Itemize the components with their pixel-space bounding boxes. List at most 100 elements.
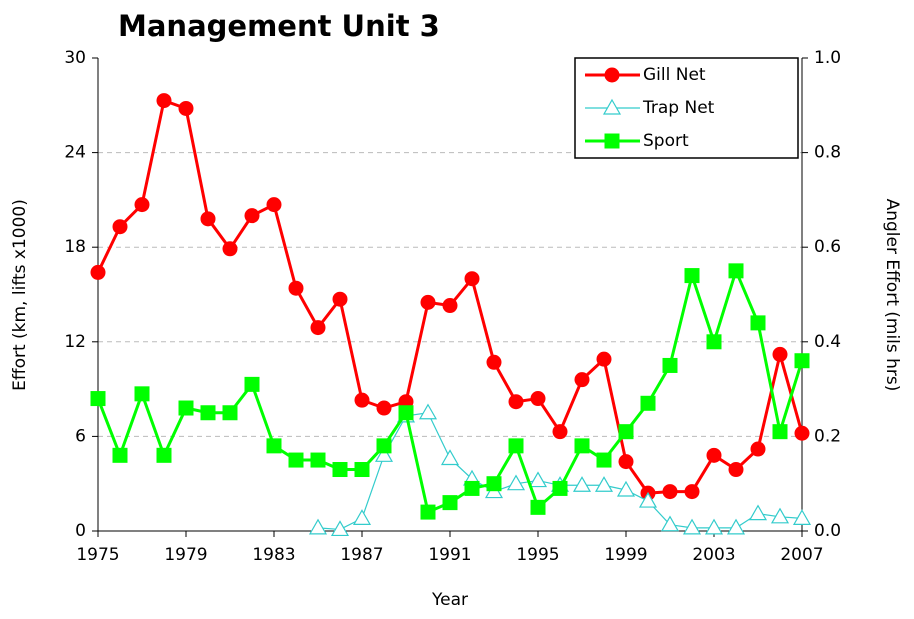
point bbox=[794, 425, 810, 441]
point bbox=[420, 504, 436, 520]
point bbox=[486, 354, 502, 370]
point bbox=[574, 438, 590, 454]
point bbox=[134, 197, 150, 213]
point bbox=[222, 241, 238, 257]
point bbox=[266, 438, 282, 454]
point bbox=[330, 520, 350, 537]
point bbox=[682, 518, 702, 535]
point bbox=[530, 391, 546, 407]
point bbox=[352, 509, 372, 525]
point bbox=[310, 320, 326, 336]
point bbox=[486, 476, 502, 492]
x-tick-label: 1991 bbox=[428, 545, 471, 565]
point bbox=[684, 484, 700, 500]
point bbox=[706, 447, 722, 463]
legend-marker bbox=[602, 98, 622, 115]
y-axis-label: Effort (km, lifts x1000) bbox=[10, 199, 30, 391]
legend-marker bbox=[604, 67, 620, 83]
legend-marker bbox=[604, 133, 620, 149]
point bbox=[156, 93, 172, 109]
point bbox=[200, 405, 216, 421]
point bbox=[792, 509, 812, 525]
point bbox=[134, 386, 150, 402]
point bbox=[266, 197, 282, 213]
chart-title: Management Unit 3 bbox=[118, 9, 440, 43]
point bbox=[398, 405, 414, 421]
x-tick-label: 1987 bbox=[340, 545, 383, 565]
point bbox=[772, 346, 788, 362]
point bbox=[728, 462, 744, 478]
x-tick-label: 1983 bbox=[252, 545, 295, 565]
x-tick-label: 1995 bbox=[516, 545, 559, 565]
point bbox=[750, 441, 766, 457]
point bbox=[288, 280, 304, 296]
point bbox=[90, 391, 106, 407]
point bbox=[354, 392, 370, 408]
point bbox=[244, 376, 260, 392]
point bbox=[618, 454, 634, 470]
point bbox=[508, 438, 524, 454]
y2-tick-label: 0.4 bbox=[814, 332, 841, 352]
series-line bbox=[96, 98, 804, 495]
point bbox=[552, 424, 568, 440]
point bbox=[596, 452, 612, 468]
point bbox=[660, 515, 680, 532]
point bbox=[288, 452, 304, 468]
y-tick-label: 0 bbox=[75, 521, 86, 541]
point bbox=[748, 504, 768, 521]
point bbox=[770, 507, 790, 524]
point bbox=[376, 438, 392, 454]
point bbox=[442, 298, 458, 314]
x-axis-label: Year bbox=[431, 590, 468, 610]
point bbox=[508, 394, 524, 410]
legend-label: Trap Net bbox=[642, 98, 715, 118]
x-tick-label: 1975 bbox=[76, 545, 119, 565]
point bbox=[332, 462, 348, 478]
y2-tick-label: 1.0 bbox=[814, 48, 841, 68]
point bbox=[594, 476, 614, 492]
point bbox=[112, 219, 128, 235]
y2-tick-label: 0.6 bbox=[814, 237, 841, 257]
point bbox=[90, 264, 106, 280]
point bbox=[572, 476, 592, 492]
x-tick-label: 1999 bbox=[604, 545, 647, 565]
x-tick-label: 2003 bbox=[692, 545, 735, 565]
point bbox=[528, 471, 548, 488]
point bbox=[506, 474, 526, 491]
legend-label: Gill Net bbox=[643, 65, 706, 85]
point bbox=[750, 315, 766, 331]
point bbox=[794, 353, 810, 369]
y-tick-label: 24 bbox=[64, 143, 86, 163]
point bbox=[418, 403, 438, 420]
legend-label: Sport bbox=[643, 131, 689, 151]
point bbox=[178, 100, 194, 116]
point bbox=[728, 263, 744, 279]
point bbox=[374, 446, 394, 462]
point bbox=[618, 424, 634, 440]
point bbox=[596, 351, 612, 367]
point bbox=[704, 518, 724, 535]
point bbox=[574, 372, 590, 388]
y-tick-label: 30 bbox=[64, 48, 86, 68]
point bbox=[244, 208, 260, 224]
point bbox=[552, 480, 568, 496]
y2-tick-label: 0.8 bbox=[814, 143, 841, 163]
point bbox=[442, 495, 458, 511]
y2-tick-label: 0.0 bbox=[814, 521, 841, 541]
point bbox=[464, 480, 480, 496]
point bbox=[530, 499, 546, 515]
y2-tick-label: 0.2 bbox=[814, 426, 841, 446]
point bbox=[332, 291, 348, 307]
point bbox=[638, 491, 658, 508]
point bbox=[178, 400, 194, 416]
point bbox=[376, 400, 392, 416]
point bbox=[112, 447, 128, 463]
y-tick-label: 12 bbox=[64, 332, 86, 352]
point bbox=[684, 268, 700, 284]
point bbox=[464, 271, 480, 287]
point bbox=[440, 449, 460, 466]
point bbox=[616, 480, 636, 497]
point bbox=[662, 484, 678, 500]
point bbox=[772, 424, 788, 440]
